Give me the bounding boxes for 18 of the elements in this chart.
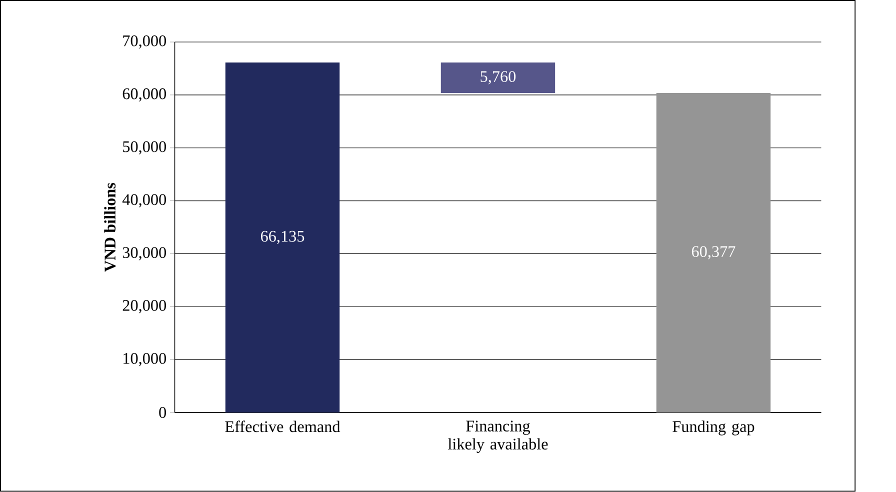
y-tick-label: 60,000 bbox=[122, 88, 166, 102]
y-tick-label: 50,000 bbox=[123, 141, 166, 155]
bar bbox=[656, 93, 771, 413]
data-label: 60,377 bbox=[692, 246, 736, 260]
bar bbox=[440, 62, 556, 94]
x-tick-label: Funding gap bbox=[672, 420, 754, 436]
y-tick-label: 30,000 bbox=[122, 247, 166, 260]
y-axis-title: VND billions bbox=[104, 183, 116, 272]
y-tick-label: 0 bbox=[159, 407, 166, 418]
y-tick-label: 10,000 bbox=[124, 353, 166, 366]
data-label: 5,760 bbox=[480, 71, 516, 84]
x-tick-label: Financing likely available bbox=[448, 420, 548, 454]
y-tick-label: 20,000 bbox=[122, 300, 166, 314]
x-tick-label: Effective demand bbox=[225, 420, 340, 432]
y-tick-label: 70,000 bbox=[123, 36, 166, 49]
y-tick-label: 40,000 bbox=[122, 194, 166, 208]
data-label: 66,135 bbox=[260, 231, 304, 244]
bar bbox=[225, 62, 340, 413]
